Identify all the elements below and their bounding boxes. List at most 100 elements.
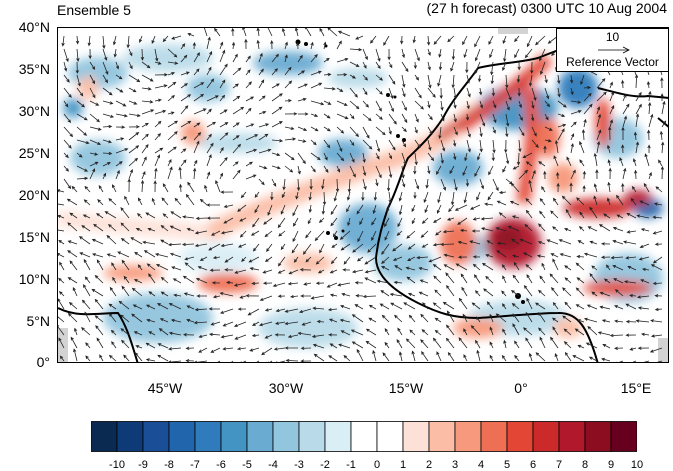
wind-vector	[115, 87, 124, 93]
wind-vector	[596, 78, 606, 89]
wind-vector	[505, 74, 509, 89]
wind-vector	[148, 331, 156, 336]
wind-vector	[263, 217, 273, 225]
wind-vector	[544, 74, 548, 84]
wind-vector	[375, 48, 381, 62]
wind-vector	[477, 152, 481, 161]
wind-vector	[566, 156, 572, 167]
wind-vector	[128, 48, 133, 57]
wind-vector	[633, 131, 638, 141]
wind-vector	[312, 343, 325, 349]
wind-vector	[313, 353, 325, 362]
wind-vector	[214, 28, 221, 37]
wind-vector	[167, 61, 179, 65]
wind-vector	[512, 313, 520, 323]
wind-vector	[505, 152, 510, 165]
wind-vector	[654, 294, 663, 298]
wind-vector	[284, 308, 299, 313]
wind-vector	[443, 253, 455, 258]
wind-vector	[252, 243, 260, 252]
wind-vector	[76, 100, 86, 108]
wind-vector	[258, 165, 268, 170]
wind-vector	[180, 105, 189, 115]
wind-vector	[557, 74, 561, 85]
wind-vector	[67, 277, 78, 284]
wind-vector	[476, 316, 481, 323]
wind-vector	[63, 61, 68, 72]
wind-vector	[375, 100, 382, 112]
wind-vector	[89, 161, 99, 167]
wind-vector	[83, 258, 91, 271]
wind-vector	[329, 269, 338, 274]
wind-vector	[634, 74, 639, 89]
wind-vector	[471, 302, 481, 310]
wind-vector	[575, 262, 585, 271]
wind-vector	[154, 61, 162, 65]
wind-vector	[67, 250, 78, 258]
wind-vector	[635, 103, 642, 115]
wind-vector	[476, 349, 481, 362]
wind-vector	[222, 347, 234, 351]
wind-vector	[421, 329, 429, 336]
wind-vector	[461, 286, 468, 297]
wind-vector	[596, 113, 602, 128]
lon-label: 15°W	[388, 380, 424, 396]
wind-vector	[256, 39, 260, 50]
wind-vector	[349, 100, 360, 110]
colorbar-tick-label: -2	[320, 459, 330, 471]
wind-vector	[287, 334, 299, 339]
wind-vector	[384, 230, 390, 241]
wind-vector	[465, 178, 470, 187]
wind-vector	[185, 359, 195, 362]
wind-vector	[514, 340, 520, 349]
wind-vector	[551, 286, 559, 297]
wind-vector	[495, 313, 507, 323]
wind-vector	[217, 360, 221, 362]
wind-vector	[596, 129, 602, 141]
wind-vector	[593, 183, 598, 193]
wind-vector	[602, 343, 611, 349]
wind-vector	[411, 350, 416, 362]
wind-vector	[339, 230, 351, 240]
wind-vector	[479, 100, 483, 109]
wind-vector	[652, 360, 663, 362]
wind-vector	[128, 145, 140, 154]
wind-vector	[449, 165, 455, 175]
wind-vector	[388, 191, 392, 204]
wind-vector	[486, 240, 494, 245]
wind-vector	[401, 165, 405, 179]
wind-vector	[393, 280, 403, 285]
wind-vector	[206, 133, 212, 141]
wind-vector	[498, 212, 507, 219]
wind-vector	[76, 126, 88, 136]
wind-vector	[593, 152, 598, 167]
wind-vector	[330, 256, 338, 265]
wind-vector	[559, 253, 572, 258]
wind-vector	[108, 223, 117, 232]
wind-vector	[388, 126, 392, 135]
wind-vector	[232, 169, 241, 180]
wind-vector	[654, 242, 663, 246]
wind-vector	[427, 48, 431, 56]
wind-vector	[118, 300, 130, 310]
wind-vector	[575, 304, 585, 310]
wind-vector	[413, 61, 417, 70]
wind-vector	[180, 54, 188, 63]
wind-vector	[319, 243, 325, 254]
wind-vector	[115, 137, 125, 141]
wind-vector	[141, 100, 154, 104]
wind-vector	[108, 303, 117, 310]
colorbar-tick-label: 5	[503, 459, 511, 471]
wind-vector	[310, 41, 314, 50]
wind-vector	[322, 191, 327, 206]
wind-vector	[489, 326, 494, 336]
wind-vector	[558, 239, 572, 245]
wind-vector	[262, 269, 273, 274]
wind-vector	[463, 48, 468, 59]
wind-vector	[220, 308, 234, 314]
wind-vector	[522, 252, 533, 258]
wind-vector	[212, 255, 221, 260]
wind-vector	[544, 126, 553, 131]
colorbar-tick-label: 0	[373, 459, 381, 471]
wind-vector	[355, 35, 364, 40]
